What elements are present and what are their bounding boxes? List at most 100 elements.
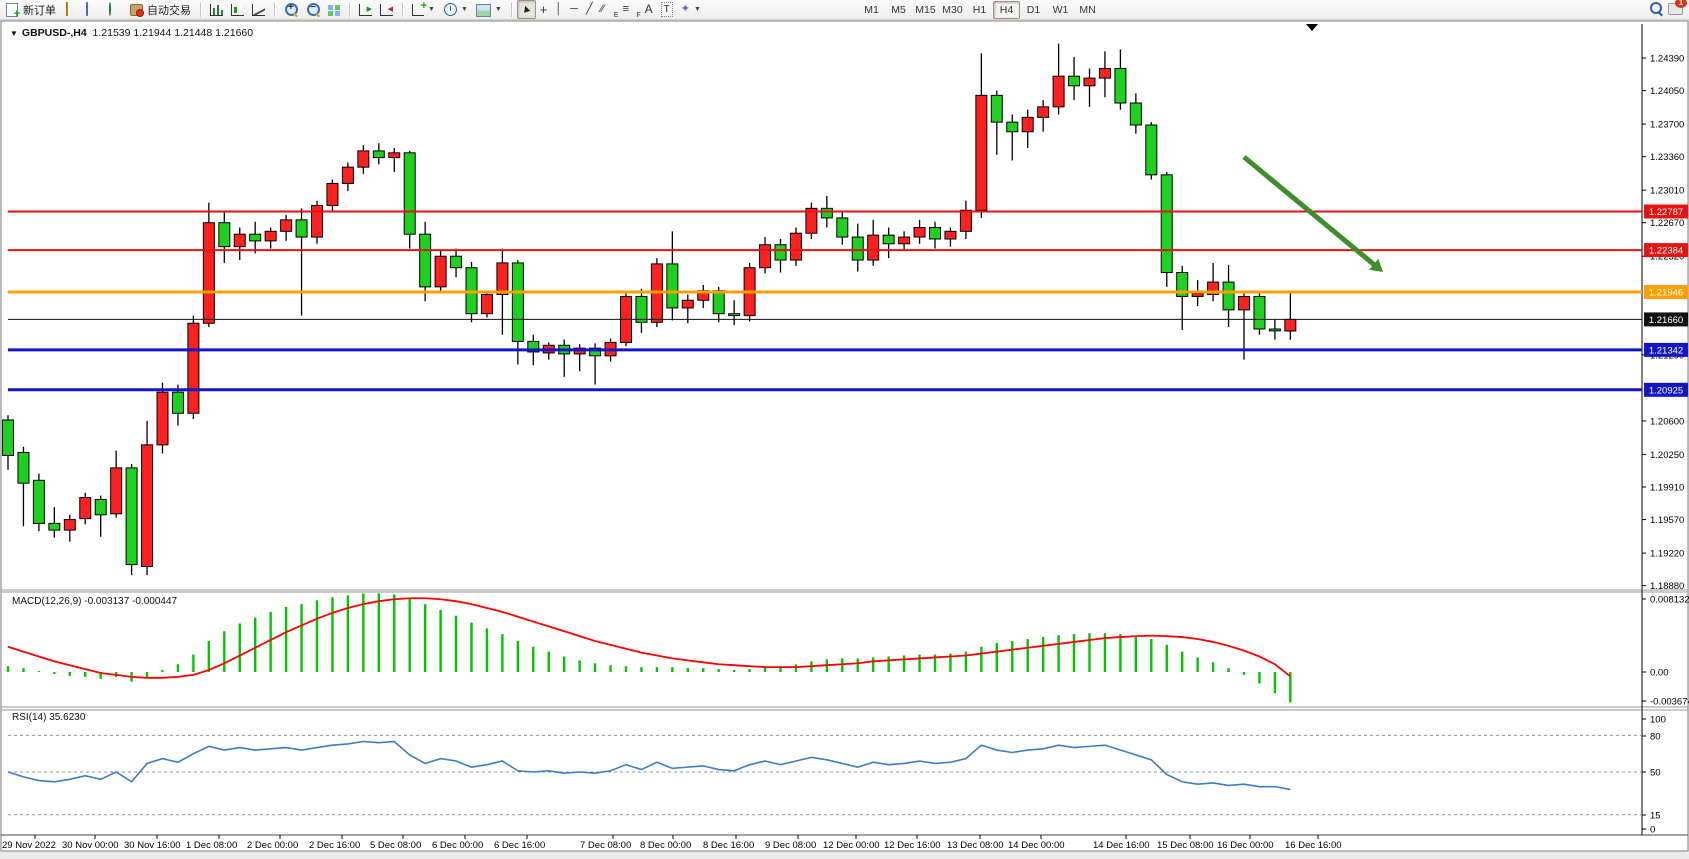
price-tick-label: 1.20250 bbox=[1650, 450, 1684, 461]
auto-scroll-icon bbox=[359, 4, 372, 16]
rsi-tick-label: 100 bbox=[1650, 715, 1666, 726]
chart-shift-marker[interactable] bbox=[1306, 24, 1318, 31]
vertical-line-button[interactable]: │ bbox=[555, 3, 563, 15]
zoom-out-icon bbox=[306, 2, 320, 16]
candle-body bbox=[1268, 328, 1281, 332]
toolbar-separator bbox=[349, 2, 350, 17]
candle-body bbox=[666, 263, 679, 309]
rsi-tick-label: 80 bbox=[1650, 732, 1661, 743]
timeframe-h4-button[interactable]: H4 bbox=[993, 1, 1020, 19]
candle-body bbox=[1238, 295, 1250, 311]
candle-body bbox=[1176, 272, 1189, 297]
macd-pane-label: MACD(12,26,9) -0.003137 -0.000447 bbox=[12, 596, 178, 607]
timeframe-m30-button[interactable]: M30 bbox=[942, 4, 963, 16]
auto-scroll-button[interactable] bbox=[355, 0, 376, 19]
tile-windows-icon bbox=[328, 4, 340, 16]
mql5-community-button[interactable] bbox=[82, 0, 104, 19]
new-order-button-label: 新订单 bbox=[23, 4, 56, 17]
candle-body bbox=[1145, 124, 1158, 176]
dropdown-arrow-icon[interactable]: ▼ bbox=[460, 6, 468, 13]
search-icon[interactable] bbox=[1650, 2, 1662, 14]
dropdown-arrow-icon[interactable]: ▼ bbox=[693, 6, 701, 13]
timeframe-m15-button[interactable]: M15 bbox=[915, 4, 936, 16]
crosshair-button[interactable]: + bbox=[539, 2, 548, 17]
text-label-button[interactable]: T bbox=[657, 0, 677, 19]
timeframe-m5-button[interactable]: M5 bbox=[891, 4, 906, 16]
templates-button[interactable]: ▼ bbox=[472, 0, 506, 19]
tile-windows-button[interactable] bbox=[324, 0, 344, 19]
candle-body bbox=[867, 234, 880, 261]
time-tick-label: 13 Dec 08:00 bbox=[947, 840, 1004, 851]
rsi-tick-label: 15 bbox=[1650, 811, 1661, 822]
chart-shift-button[interactable] bbox=[376, 0, 397, 19]
candle-body bbox=[48, 522, 61, 531]
candle-body bbox=[1284, 318, 1297, 332]
signals-button[interactable] bbox=[104, 0, 126, 19]
timeframe-m1-button[interactable]: M1 bbox=[864, 4, 879, 16]
toolbar-separator bbox=[274, 2, 275, 17]
candle-body bbox=[326, 182, 339, 206]
price-tick-label: 1.23360 bbox=[1650, 152, 1684, 163]
equidistant-channel-icon: ⁄⁄ E bbox=[600, 3, 619, 19]
collapse-triangle-icon[interactable]: ▼ bbox=[10, 29, 18, 38]
timeframe-w1-button[interactable]: W1 bbox=[1052, 4, 1069, 16]
rsi-pane-label: RSI(14) 35.6230 bbox=[12, 712, 86, 723]
time-tick-label: 7 Dec 08:00 bbox=[580, 840, 631, 851]
price-tick-label: 1.22320 bbox=[1650, 252, 1684, 263]
candle-body bbox=[249, 233, 262, 242]
chat-icon[interactable]: 1 bbox=[1668, 0, 1687, 15]
time-tick-label: 15 Dec 08:00 bbox=[1157, 840, 1214, 851]
candle-body bbox=[975, 94, 988, 211]
cursor-button[interactable]: ▲ bbox=[516, 0, 536, 19]
candle-body bbox=[511, 262, 524, 342]
zoom-in-button[interactable] bbox=[280, 0, 302, 19]
timeframe-mn-button[interactable]: MN bbox=[1079, 4, 1096, 16]
bar-chart-button[interactable] bbox=[206, 0, 227, 19]
dropdown-arrow-icon[interactable]: ▼ bbox=[494, 6, 502, 13]
equidistant-channel-button[interactable]: ⁄⁄ E bbox=[597, 0, 619, 19]
candlestick-chart-button[interactable] bbox=[227, 0, 248, 19]
trendline-button[interactable]: ╱ bbox=[585, 3, 593, 15]
candle-body bbox=[480, 294, 493, 315]
dropdown-arrow-icon[interactable]: ▼ bbox=[428, 6, 435, 13]
candle-body bbox=[280, 219, 293, 232]
trend-arrow-annotation[interactable] bbox=[1242, 155, 1379, 269]
time-tick-label: 14 Dec 16:00 bbox=[1093, 840, 1150, 851]
candle-body bbox=[434, 255, 447, 288]
candle-body bbox=[32, 479, 45, 524]
candle-body bbox=[233, 233, 246, 248]
zoom-out-button[interactable] bbox=[302, 0, 324, 19]
candle-body bbox=[836, 217, 849, 238]
candle-body bbox=[341, 166, 354, 184]
timeframe-h1-button[interactable]: H1 bbox=[972, 4, 987, 16]
arrows-button[interactable]: ✦ ▼ bbox=[680, 3, 701, 15]
main-toolbar: 新订单 自动交易 ▼ ▼ ▼ ▲+ │ ─ ╱ ⁄⁄E≡FAT✦▼ M1 M5 M15 M30 H1 H4 D… bbox=[0, 0, 1689, 20]
autotrading-button-label: 自动交易 bbox=[147, 4, 191, 17]
new-order-button[interactable]: 新订单 bbox=[2, 0, 60, 20]
price-tick-label: 1.24050 bbox=[1650, 86, 1684, 97]
indicators-button[interactable]: ▼ bbox=[408, 0, 439, 19]
price-tick-label: 1.23700 bbox=[1650, 120, 1684, 131]
candle-body bbox=[851, 236, 864, 261]
candle-body bbox=[79, 497, 92, 520]
price-badge-label: 1.21342 bbox=[1649, 345, 1683, 356]
periods-button[interactable]: ▼ bbox=[439, 0, 472, 19]
timeframe-d1-button[interactable]: D1 bbox=[1026, 4, 1041, 16]
line-chart-button[interactable] bbox=[248, 0, 269, 19]
price-badge-label: 1.21946 bbox=[1649, 288, 1683, 299]
autotrading-button[interactable]: 自动交易 bbox=[126, 0, 195, 19]
candle-body bbox=[403, 152, 416, 235]
candle-body bbox=[388, 152, 401, 159]
time-tick-label: 8 Dec 00:00 bbox=[640, 840, 691, 851]
price-tick-label: 1.19220 bbox=[1650, 549, 1684, 560]
text-button[interactable]: A bbox=[644, 2, 653, 16]
candle-body bbox=[1191, 293, 1204, 297]
price-badge-label: 1.21660 bbox=[1649, 315, 1683, 326]
mql5-community-icon bbox=[86, 2, 100, 16]
horizontal-line-button[interactable]: ─ bbox=[570, 3, 578, 15]
candle-body bbox=[1068, 75, 1081, 87]
fibonacci-button[interactable]: ≡ F bbox=[619, 0, 641, 19]
candle-body bbox=[156, 391, 169, 446]
